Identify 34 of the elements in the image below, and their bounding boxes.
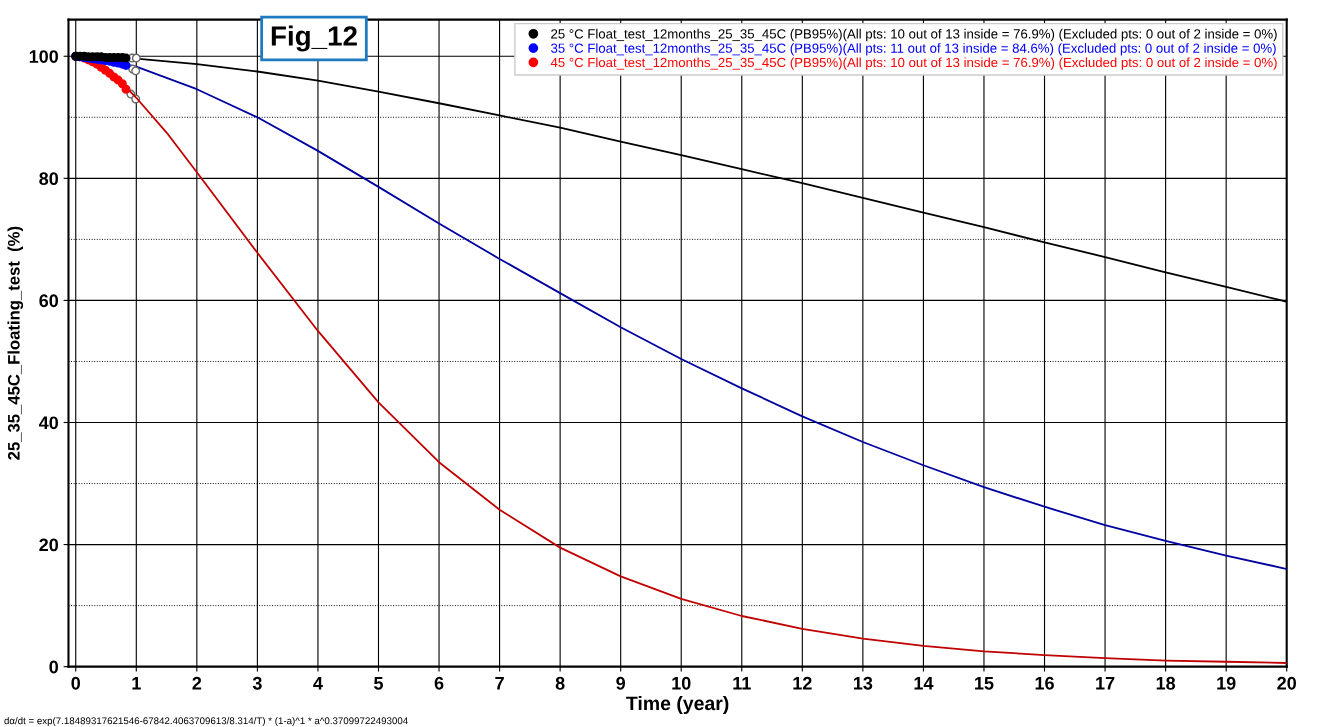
y-tick-label: 100 (29, 50, 59, 63)
x-tick-label: 7 (495, 677, 504, 690)
x-tick-label: 17 (1096, 677, 1115, 690)
y-axis-title: 25_35_45C_Floating_test (%) (7, 226, 24, 460)
x-tick-label: 14 (914, 677, 934, 690)
x-tick-label: 13 (853, 676, 873, 690)
x-tick-label: 12 (793, 676, 812, 690)
x-tick-label: 8 (555, 676, 565, 690)
x-tick-label: 2 (192, 676, 202, 690)
x-tick-label: 18 (1156, 676, 1176, 690)
y-tick-label: 20 (39, 538, 59, 552)
x-tick-label: 4 (313, 677, 323, 690)
x-tick-label: 20 (1277, 676, 1297, 690)
x-tick-label: 3 (252, 676, 262, 690)
x-axis-title: Time (year) (626, 695, 729, 715)
y-tick-label: 80 (39, 172, 59, 186)
x-tick-label: 15 (975, 677, 994, 690)
text: dα/dt = exp(7.18489317621546-67842.4063709613/8.314/T) * (1-a)^1 * a^0.37099722493004 (4, 717, 408, 727)
x-tick-label: 16 (1035, 676, 1054, 690)
x-tick-label: 1 (132, 677, 141, 690)
y-tick-label: 0 (49, 660, 59, 674)
legend-label: 25 °C Float_test_12months_25_35_45C (PB95%)(All pts: 10 out of 13 inside = 76.9%) (Excluded pts: 0 out of 2 inside = 0%) (551, 28, 1277, 42)
x-tick-label: 0 (71, 676, 81, 690)
y-tick-label: 60 (39, 294, 59, 308)
legend-label: 35 °C Float_test_12months_25_35_45C (PB95%)(All pts: 11 out of 13 inside = 84.6%) (Excluded pts: 0 out of 2 inside = 0%) (551, 43, 1276, 56)
x-tick-label: 10 (672, 676, 691, 690)
x-tick-label: 5 (374, 677, 384, 690)
legend-label: 45 °C Float_test_12months_25_35_45C (PB95%)(All pts: 10 out of 13 inside = 76.9%) (Excluded pts: 0 out of 2 inside = 0%) (550, 57, 1277, 70)
x-tick-label: 6 (434, 676, 444, 690)
y-tick-label: 40 (38, 416, 59, 430)
x-tick-label: 11 (733, 677, 751, 690)
x-tick-label: 9 (616, 676, 626, 690)
x-tick-label: 19 (1217, 676, 1236, 690)
annotation: Fig_12 (271, 25, 357, 52)
